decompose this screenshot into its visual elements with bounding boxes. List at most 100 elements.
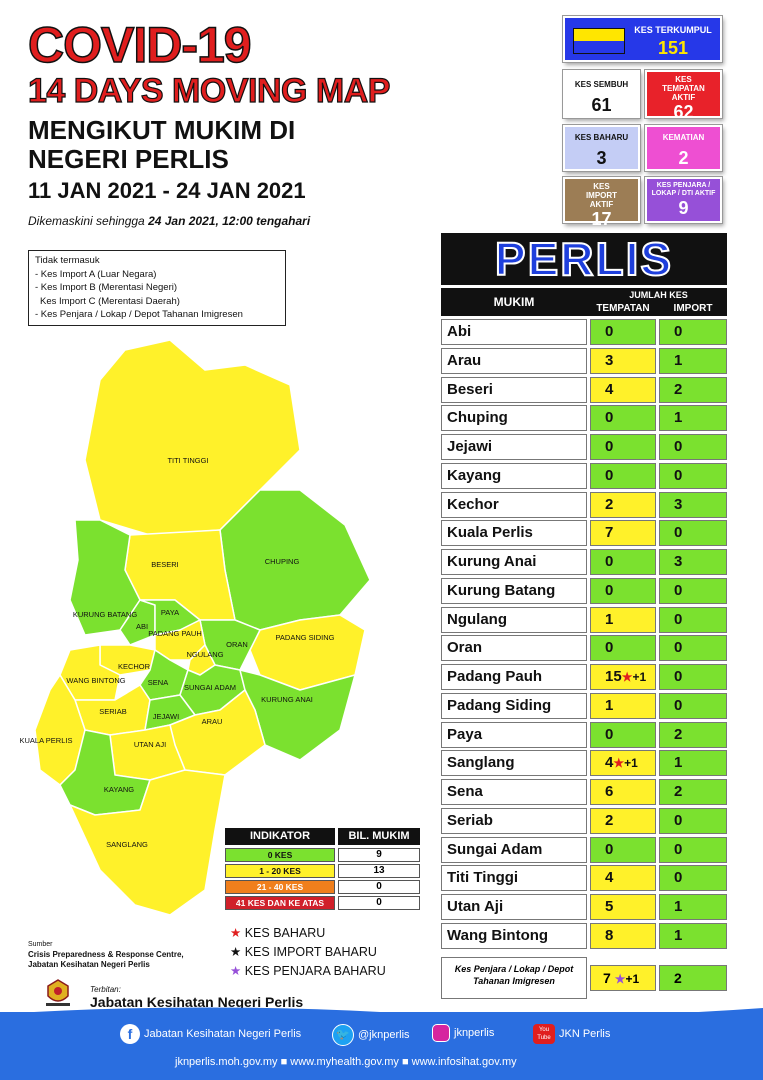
- stat-label: KEMATIAN: [662, 133, 705, 142]
- website-link[interactable]: www.myhealth.gov.my: [290, 1056, 399, 1068]
- note-line: Kes Import C (Merentasi Daerah): [40, 295, 180, 307]
- stat-label: KES SEMBUH: [574, 80, 629, 89]
- date-range: 11 JAN 2021 - 24 JAN 2021: [28, 178, 306, 203]
- stat-kes-penjara: KES PENJARA / LOKAP / DTI AKTIF 9: [645, 177, 722, 223]
- indicator-count: 9: [338, 848, 420, 862]
- title-mukim-line1: MENGIKUT MUKIM DI: [28, 115, 296, 145]
- twitter-link[interactable]: 🐦 @jknperlis: [332, 1024, 410, 1046]
- mukim-name: Kayang: [441, 462, 587, 489]
- legend: ★ KES BAHARU ★ KES IMPORT BAHARU ★ KES P…: [230, 924, 386, 981]
- table-row: Kurung Anai 0 3: [441, 549, 727, 575]
- table-row: Utan Aji 5 1: [441, 894, 727, 920]
- note-line: Tidak termasuk: [35, 255, 100, 266]
- mukim-name: Padang Siding: [441, 692, 587, 719]
- star-red-icon: ★: [621, 670, 633, 684]
- mukim-name: Arau: [441, 347, 587, 374]
- table-row: Sungai Adam 0 0: [441, 836, 727, 863]
- table-row: Wang Bintong 8 1: [441, 922, 727, 949]
- twitter-icon: 🐦: [332, 1024, 354, 1046]
- star-purple-icon: ★: [614, 972, 626, 986]
- table-row: Sena 6 2: [441, 779, 727, 805]
- import-cases: 0: [659, 664, 727, 690]
- local-value: 4: [605, 754, 614, 772]
- import-cases: 1: [659, 347, 727, 374]
- import-cases: 2: [659, 721, 727, 748]
- import-cases: 0: [659, 865, 727, 892]
- local-value: 0: [605, 581, 614, 599]
- mukim-name: Kuala Perlis: [441, 520, 587, 547]
- penjara-row: Kes Penjara / Lokap / Depot Tahanan Imig…: [441, 957, 727, 999]
- mukim-name: Titi Tinggi: [441, 865, 587, 892]
- instagram-link[interactable]: jknperlis: [432, 1024, 494, 1042]
- col-tempatan: TEMPATAN: [596, 303, 650, 314]
- import-cases: 3: [659, 491, 727, 518]
- import-cases: 0: [659, 836, 727, 863]
- mukim-table: Abi 0 0 Arau 3 1 Beseri 4 2 Chuping 0 1 Jejawi 0 0 Kaya…: [441, 319, 727, 951]
- local-value: 5: [605, 898, 614, 915]
- new-case-extra: +1: [624, 756, 638, 771]
- website-link[interactable]: www.infosihat.gov.my: [411, 1056, 517, 1068]
- state-name: PERLIS: [494, 232, 674, 286]
- stat-value: 9: [678, 198, 689, 218]
- local-cases: 4: [590, 865, 656, 892]
- table-row: Paya 0 2: [441, 721, 727, 748]
- map-label: BESERI: [151, 560, 179, 569]
- mukim-name: Abi: [441, 319, 587, 345]
- title-mukim: MENGIKUT MUKIM DI NEGERI PERLIS: [28, 116, 388, 174]
- mukim-name: Padang Pauh: [441, 664, 587, 690]
- source-block: Sumber Crisis Preparedness & Response Ce…: [28, 940, 184, 970]
- local-cases: 2: [590, 807, 656, 834]
- separator: ■: [401, 1056, 409, 1068]
- updated-text: Dikemaskini sehingga 24 Jan 2021, 12:00 …: [28, 214, 310, 228]
- source-label: Sumber: [28, 941, 53, 948]
- crest-logo: [40, 978, 76, 1008]
- mukim-name: Kechor: [441, 491, 587, 518]
- mukim-name: Paya: [441, 721, 587, 748]
- stat-label: KES TEMPATAN AKTIF: [662, 75, 705, 102]
- local-value: 8: [605, 926, 614, 944]
- penjara-label: Kes Penjara / Lokap / Depot Tahanan Imig…: [441, 957, 587, 999]
- mukim-name: Seriab: [441, 807, 587, 834]
- import-cases: 3: [659, 549, 727, 575]
- mukim-name: Wang Bintong: [441, 922, 587, 949]
- publisher-label: Terbitan:: [90, 985, 121, 994]
- map-label: WANG BINTONG: [66, 676, 125, 685]
- penjara-import: 2: [659, 965, 727, 991]
- col-import: IMPORT: [673, 303, 713, 314]
- youtube-link[interactable]: You Tube JKN Perlis: [533, 1024, 610, 1044]
- indicator-count: 0: [338, 880, 420, 894]
- website-link[interactable]: jknperlis.moh.gov.my: [175, 1056, 278, 1068]
- map-label: PAYA: [161, 608, 179, 617]
- import-cases: 2: [659, 779, 727, 805]
- table-row: Titi Tinggi 4 0: [441, 865, 727, 892]
- mukim-name: Chuping: [441, 405, 587, 432]
- local-value: 7: [605, 524, 614, 542]
- legend-item: ★ KES BAHARU: [230, 924, 386, 943]
- footer-wave: [0, 1007, 763, 1022]
- title-covid: COVID-19: [27, 17, 252, 73]
- note-line: - Kes Import B (Merentasi Negeri): [35, 282, 178, 293]
- import-cases: 0: [659, 692, 727, 719]
- legend-item: ★ KES IMPORT BAHARU: [230, 943, 386, 962]
- stat-value: 2: [678, 148, 689, 168]
- local-value: 0: [605, 725, 614, 743]
- footer: f Jabatan Kesihatan Negeri Perlis 🐦 @jkn…: [0, 1007, 763, 1080]
- indicator-col-label: INDIKATOR: [225, 828, 335, 845]
- updated-prefix: Dikemaskini sehingga: [28, 214, 149, 228]
- star-purple-icon: ★: [230, 964, 242, 978]
- local-cases: 0: [590, 462, 656, 489]
- local-cases: 0: [590, 836, 656, 863]
- local-cases: 7: [590, 520, 656, 547]
- perlis-map: TITI TINGGI BESERI CHUPING KURUNG BATANG…: [20, 339, 371, 916]
- local-value: 1: [605, 610, 614, 628]
- local-cases: 15★+1: [590, 664, 656, 690]
- local-value: 0: [605, 553, 614, 570]
- import-cases: 0: [659, 577, 727, 604]
- facebook-link[interactable]: f Jabatan Kesihatan Negeri Perlis: [120, 1024, 301, 1044]
- star-black-icon: ★: [230, 945, 242, 959]
- mukim-name: Jejawi: [441, 434, 587, 460]
- import-cases: 0: [659, 319, 727, 345]
- indicator-label: 21 - 40 KES: [225, 880, 335, 894]
- youtube-icon: You Tube: [533, 1024, 555, 1044]
- table-row: Kuala Perlis 7 0: [441, 520, 727, 547]
